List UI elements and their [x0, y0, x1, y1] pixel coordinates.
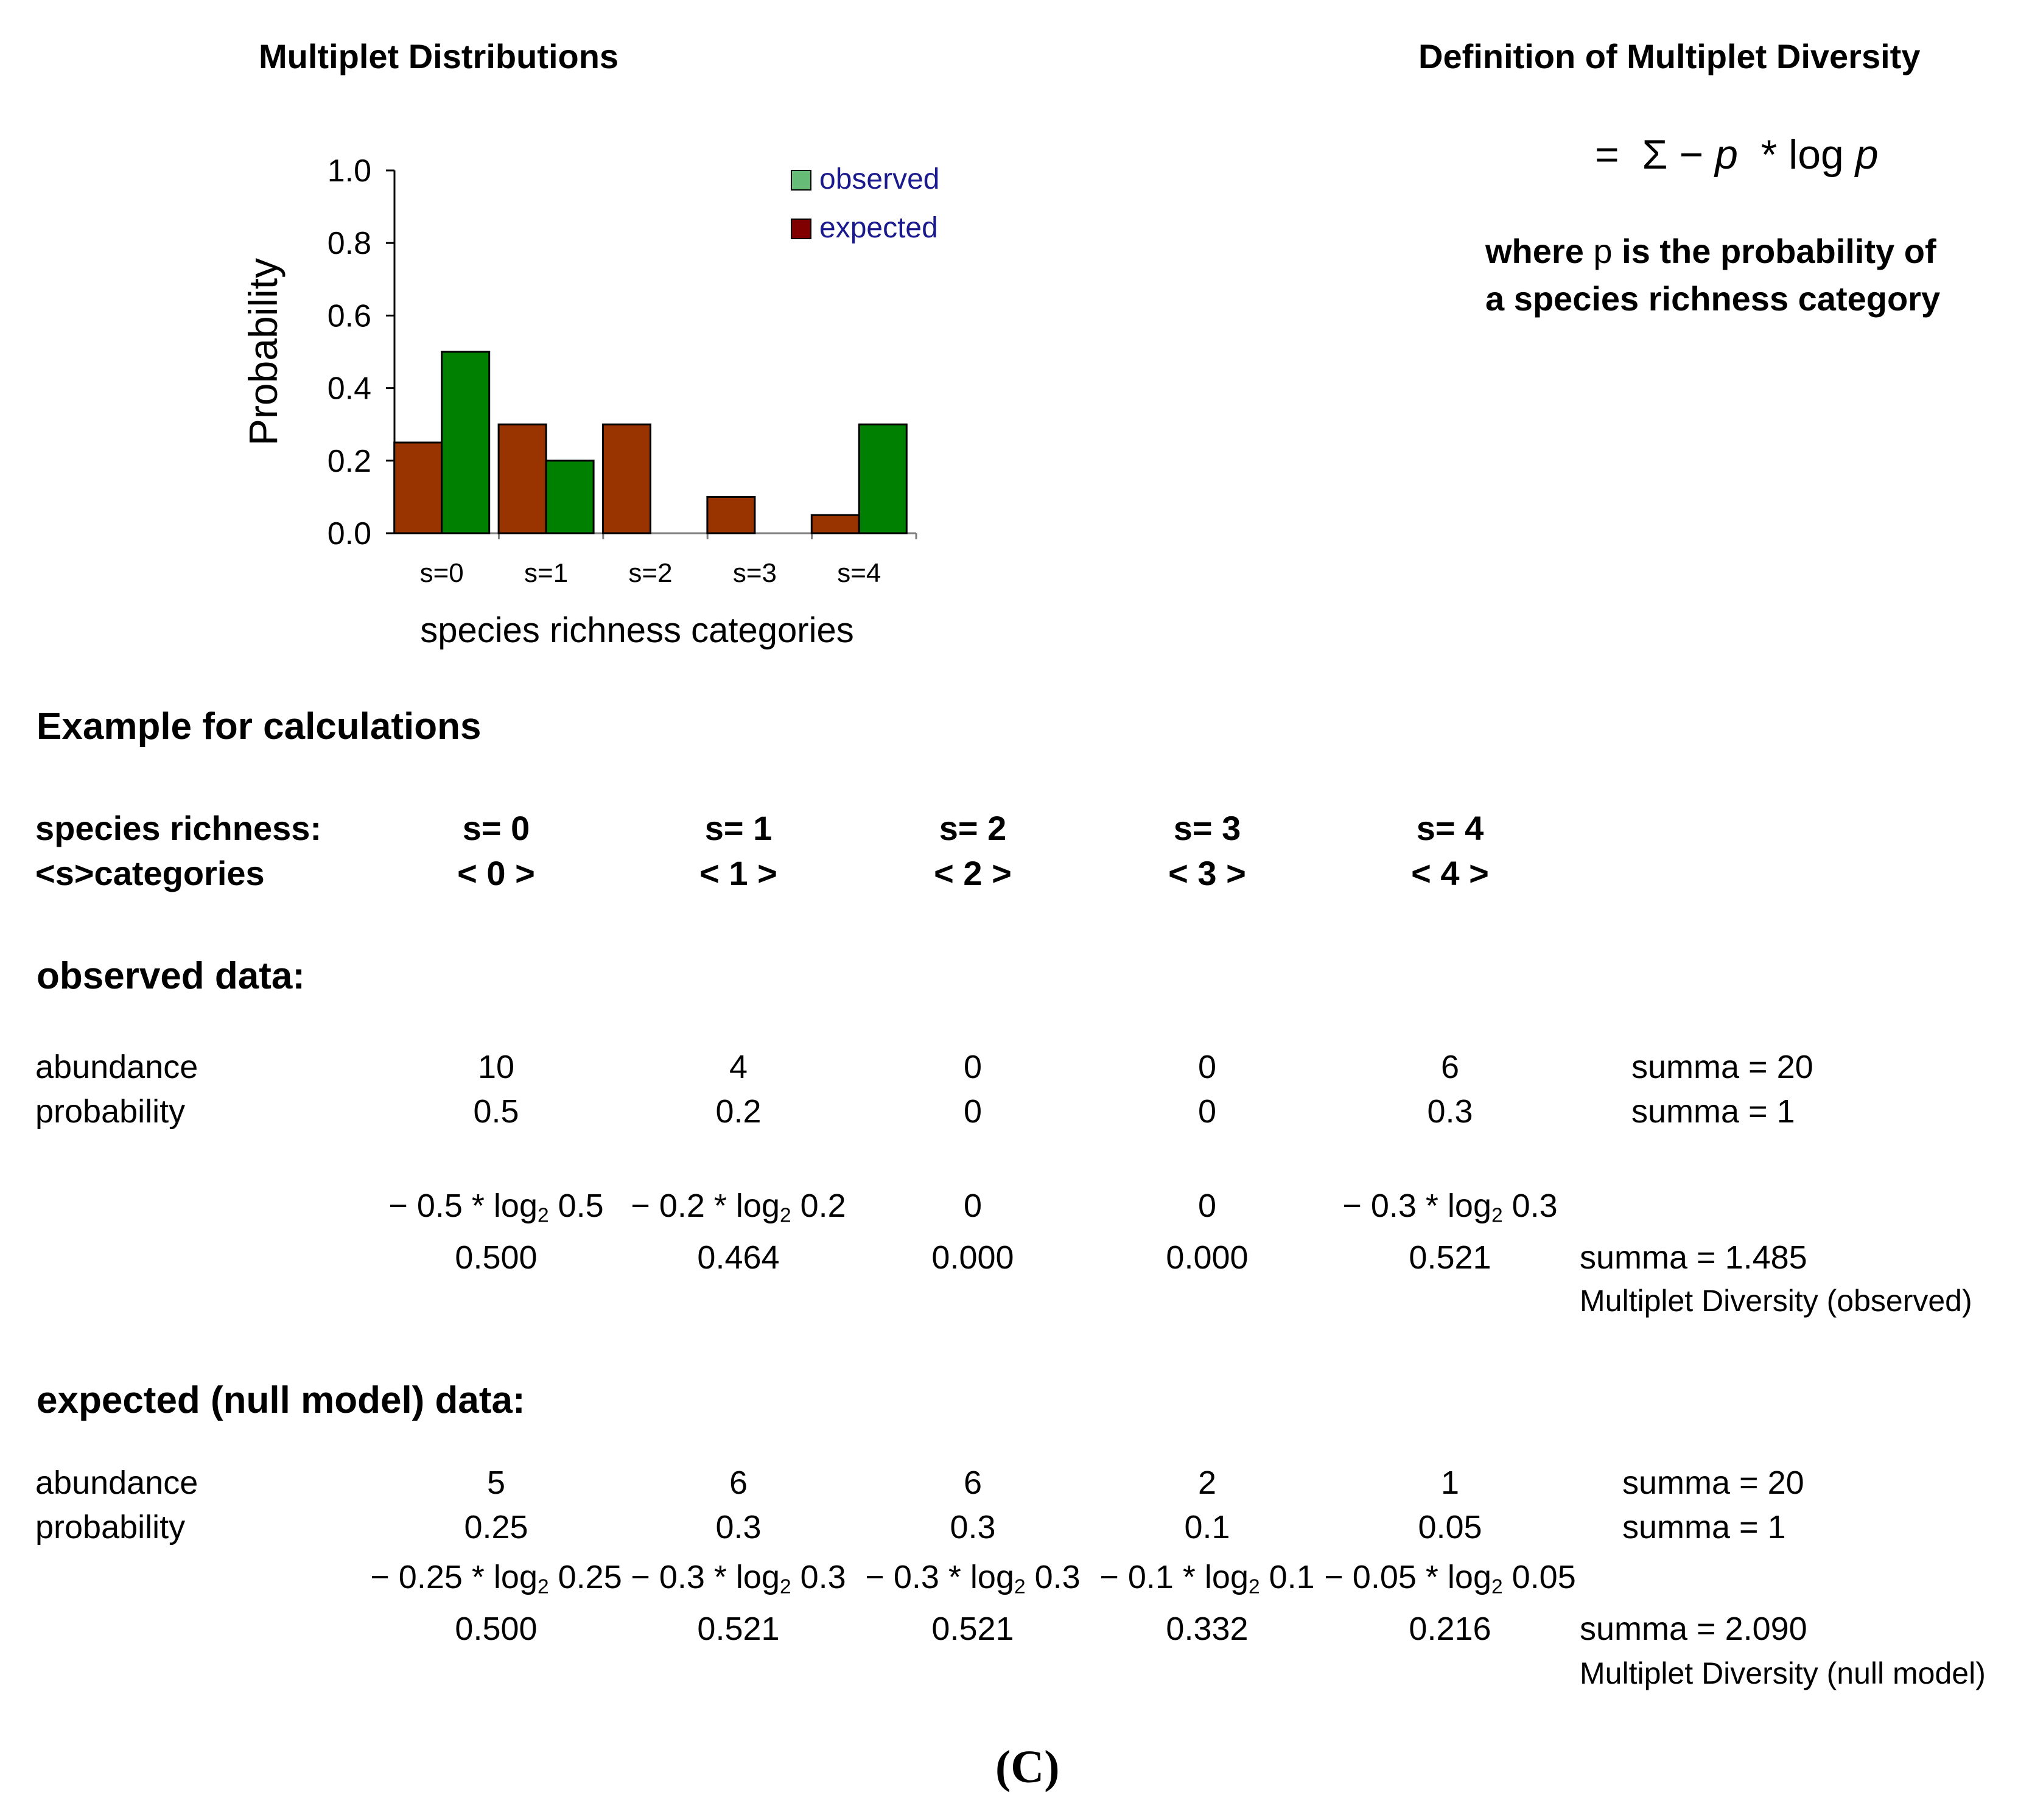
multiplet-bar-chart: 0.0 0.2 0.4 0.6 0.8 1.0 Probability species ric…: [240, 153, 939, 650]
x-tick-label: s=2: [628, 558, 672, 588]
expected-value-cell: 0.500: [455, 1611, 538, 1647]
richness-header-s2: s= 2: [939, 809, 1007, 847]
expected-term-cell: − 0.3 * log2 0.3: [631, 1559, 846, 1598]
expected-probability-cell: 0.3: [950, 1509, 996, 1545]
bar-observed-s=1: [545, 460, 595, 534]
observed-value-cell: 0.521: [1409, 1239, 1491, 1276]
expected-abundance-cell: 6: [963, 1465, 983, 1501]
observed-value-cell: 0.000: [1166, 1239, 1249, 1276]
expected-term-cell: − 0.1 * log2 0.1: [1099, 1559, 1315, 1598]
bar-observed-s=0: [441, 351, 491, 534]
observed-term-cell: − 0.5 * log2 0.5: [388, 1188, 604, 1227]
species-richness-label: species richness:: [35, 809, 322, 847]
definition-text-line1: where p is the probability of: [1485, 232, 1936, 270]
richness-header-s4: s= 4: [1416, 809, 1484, 847]
richness-header-s1: s= 1: [704, 809, 773, 847]
panel-label: (C): [995, 1741, 1060, 1793]
expected-abundance-cell: 2: [1197, 1465, 1217, 1501]
expected-abundance-cell: 1: [1440, 1465, 1460, 1501]
categories-label: <s>categories: [35, 854, 265, 892]
expected-abundance-cell: 6: [729, 1465, 748, 1501]
y-tick-label: 1.0: [328, 153, 371, 189]
observed-probability-cell: 0.2: [715, 1093, 762, 1130]
observed-term-cell: − 0.2 * log2 0.2: [631, 1188, 846, 1227]
chart-title: Multiplet Distributions: [259, 37, 619, 75]
observed-abundance-cell: 0: [1197, 1049, 1217, 1085]
observed-value-cell: 0.500: [455, 1239, 538, 1276]
expected-term-cell: − 0.05 * log2 0.05: [1324, 1559, 1576, 1598]
observed-probability-sum: summa = 1: [1631, 1093, 1795, 1130]
observed-heading: observed data:: [37, 955, 306, 997]
observed-probability-cell: 0: [1197, 1093, 1217, 1130]
definition-text-line2: a species richness category: [1485, 279, 1941, 318]
x-tick-label: s=3: [733, 558, 777, 588]
x-tick-label: s=1: [524, 558, 568, 588]
expected-value-cell: 0.216: [1409, 1611, 1491, 1647]
observed-probability-label: probability: [35, 1093, 186, 1130]
expected-probability-cell: 0.05: [1418, 1509, 1482, 1545]
observed-value-cell: 0.464: [697, 1239, 780, 1276]
bar-expected-s=4: [810, 514, 860, 534]
observed-abundance-sum: summa = 20: [1631, 1049, 1813, 1085]
example-heading: Example for calculations: [37, 705, 482, 747]
legend-swatch-observed: [791, 170, 811, 191]
expected-term-cell: − 0.3 * log2 0.3: [865, 1559, 1081, 1598]
definition-title: Definition of Multiplet Diversity: [1418, 37, 1921, 75]
expected-abundance-label: abundance: [35, 1465, 198, 1501]
observed-term-cell: − 0.3 * log2 0.3: [1342, 1188, 1558, 1227]
observed-abundance-cell: 6: [1440, 1049, 1460, 1085]
bar-expected-s=2: [602, 423, 651, 534]
richness-header-s3: s= 3: [1173, 809, 1241, 847]
observed-term-cell: 0: [963, 1188, 983, 1224]
y-tick-label: 0.4: [328, 371, 371, 407]
x-axis-label: species richness categories: [420, 611, 853, 650]
category-header-0: < 0 >: [457, 854, 535, 892]
expected-term-cell: − 0.25 * log2 0.25: [370, 1559, 622, 1598]
observed-abundance-cell: 10: [477, 1049, 515, 1085]
expected-heading: expected (null model) data:: [37, 1379, 525, 1421]
y-tick-label: 0.2: [328, 444, 371, 479]
expected-diversity-label: Multiplet Diversity (null model): [1580, 1656, 1986, 1690]
expected-probability-label: probability: [35, 1509, 186, 1545]
observed-abundance-cell: 4: [729, 1049, 748, 1085]
bar-observed-s=4: [858, 423, 908, 534]
observed-probability-cell: 0.5: [473, 1093, 519, 1130]
expected-probability-cell: 0.1: [1184, 1509, 1230, 1545]
x-tick-label: s=4: [837, 558, 881, 588]
diversity-formula: = Σ − p * log p: [1595, 131, 1879, 178]
x-tick-label: s=0: [420, 558, 464, 588]
bar-expected-s=1: [497, 423, 547, 534]
observed-probability-cell: 0: [963, 1093, 983, 1130]
legend-swatch-expected: [791, 219, 811, 239]
y-tick-label: 0.0: [328, 516, 371, 551]
observed-term-cell: 0: [1197, 1188, 1217, 1224]
observed-abundance-label: abundance: [35, 1049, 198, 1085]
expected-value-cell: 0.521: [931, 1611, 1014, 1647]
bar-expected-s=0: [393, 441, 443, 534]
category-header-4: < 4 >: [1411, 854, 1489, 892]
observed-diversity-label: Multiplet Diversity (observed): [1580, 1284, 1972, 1318]
y-axis-label: Probability: [240, 258, 286, 446]
y-tick-label: 0.6: [328, 298, 371, 334]
category-header-2: < 2 >: [934, 854, 1012, 892]
expected-abundance-cell: 5: [486, 1465, 506, 1501]
expected-probability-sum: summa = 1: [1622, 1509, 1786, 1545]
expected-summa: summa = 2.090: [1580, 1611, 1807, 1647]
category-header-3: < 3 >: [1168, 854, 1246, 892]
category-header-1: < 1 >: [699, 854, 777, 892]
legend-label-observed: observed: [819, 163, 939, 195]
observed-summa: summa = 1.485: [1580, 1239, 1807, 1276]
observed-value-cell: 0.000: [931, 1239, 1014, 1276]
expected-value-cell: 0.521: [697, 1611, 780, 1647]
expected-probability-cell: 0.25: [464, 1509, 528, 1545]
expected-abundance-sum: summa = 20: [1622, 1465, 1804, 1501]
legend-label-expected: expected: [819, 212, 938, 244]
expected-probability-cell: 0.3: [715, 1509, 762, 1545]
bar-expected-s=3: [706, 495, 756, 534]
expected-value-cell: 0.332: [1166, 1611, 1249, 1647]
richness-header-s0: s= 0: [462, 809, 530, 847]
observed-probability-cell: 0.3: [1427, 1093, 1473, 1130]
observed-abundance-cell: 0: [963, 1049, 983, 1085]
y-tick-label: 0.8: [328, 226, 371, 261]
